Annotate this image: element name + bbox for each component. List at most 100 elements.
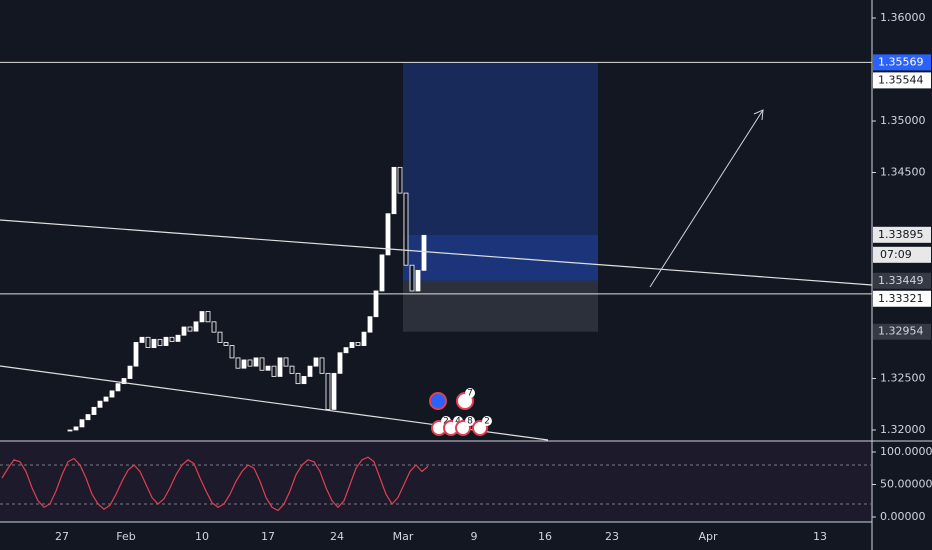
candle [409, 264, 415, 292]
candle [403, 192, 409, 266]
price-tag [873, 290, 931, 307]
candle [235, 357, 241, 369]
candle [145, 336, 151, 348]
trend-line [0, 219, 873, 286]
time-label: Feb [116, 530, 135, 543]
candle [175, 334, 181, 342]
candle [73, 426, 79, 431]
candle [229, 345, 235, 359]
price-tag-label: 1.35544 [878, 73, 924, 86]
candle [247, 359, 253, 367]
candle [385, 213, 391, 256]
target-zone [403, 62, 598, 235]
candle [205, 311, 211, 323]
candle [391, 166, 397, 215]
event-count: 2 [484, 417, 490, 427]
price-tick-label: 1.32000 [880, 423, 926, 436]
price-tag [873, 54, 931, 71]
candle [127, 365, 133, 379]
oscillator-tick-label: 0.00000 [880, 510, 926, 523]
candle [325, 372, 331, 410]
event-count: 7 [467, 389, 473, 399]
event-badge [465, 388, 475, 398]
time-label: 13 [813, 530, 827, 543]
price-tick-label: 1.36000 [880, 11, 926, 24]
countdown: 07:09 [880, 248, 912, 261]
candle [157, 338, 163, 346]
event-count: 2 [443, 417, 449, 427]
candle [319, 357, 325, 374]
candle [169, 336, 175, 342]
candle [151, 338, 157, 348]
time-label: 27 [55, 530, 69, 543]
price-tick-label: 1.32500 [880, 372, 926, 385]
candle [361, 331, 367, 346]
candle [109, 390, 115, 398]
time-label: Apr [698, 530, 718, 543]
candle [121, 378, 127, 385]
event-icons: 72 4 8 2 [429, 388, 492, 436]
candle [265, 365, 271, 371]
candle [415, 269, 421, 292]
time-label: 9 [471, 530, 478, 543]
event-count: 4 [455, 417, 461, 427]
candle [421, 234, 427, 271]
arrow-head [753, 109, 764, 121]
candle [295, 372, 301, 385]
price-tag [873, 272, 931, 289]
candle [199, 311, 205, 323]
stop-zone [403, 280, 598, 332]
candle [379, 254, 385, 292]
candle [331, 372, 337, 410]
candle [343, 347, 349, 354]
price-tag [873, 323, 931, 340]
event-icon[interactable] [429, 392, 447, 410]
time-label: Mar [393, 530, 414, 543]
price-tag-label: 1.33321 [878, 292, 924, 305]
arrow-line [649, 109, 764, 288]
price-tag-label: 1.33449 [878, 274, 924, 287]
time-label: 24 [330, 530, 344, 543]
candle [97, 400, 103, 408]
candle [241, 359, 247, 369]
candle [259, 357, 265, 371]
candle [115, 383, 121, 392]
candle [193, 321, 199, 332]
candle [91, 406, 97, 415]
candle [67, 429, 73, 432]
candle [307, 365, 313, 377]
candle [349, 342, 355, 349]
candle [301, 376, 307, 385]
candle [271, 365, 277, 377]
time-label: 16 [538, 530, 552, 543]
event-count: 8 [467, 417, 473, 427]
candle [79, 419, 85, 428]
candle [355, 342, 361, 346]
oscillator-pane [0, 441, 872, 522]
price-tag-label: 1.33895 [878, 228, 924, 241]
main-pane [0, 61, 872, 432]
candle [217, 331, 223, 343]
candle [139, 336, 145, 343]
time-label: 17 [261, 530, 275, 543]
candle [85, 414, 91, 421]
candle [283, 357, 289, 367]
candle [103, 396, 109, 402]
candle [253, 357, 259, 367]
candle [289, 365, 295, 374]
candle [277, 357, 283, 377]
countdown-tag [873, 246, 931, 263]
event-badge [482, 416, 492, 426]
candle [313, 357, 319, 367]
candle [337, 352, 343, 374]
price-tag-label: 1.35569 [878, 55, 924, 68]
candle [367, 316, 373, 333]
candle [187, 326, 193, 332]
event-badge [465, 416, 475, 426]
candle [223, 342, 229, 346]
oscillator-line [1, 456, 429, 512]
oscillator-tick-label: 50.00000 [880, 478, 932, 491]
candle [397, 166, 403, 194]
